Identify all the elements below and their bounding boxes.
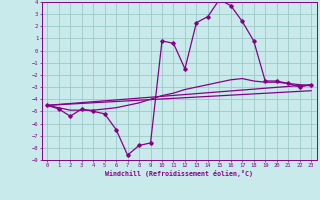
X-axis label: Windchill (Refroidissement éolien,°C): Windchill (Refroidissement éolien,°C) [105,170,253,177]
